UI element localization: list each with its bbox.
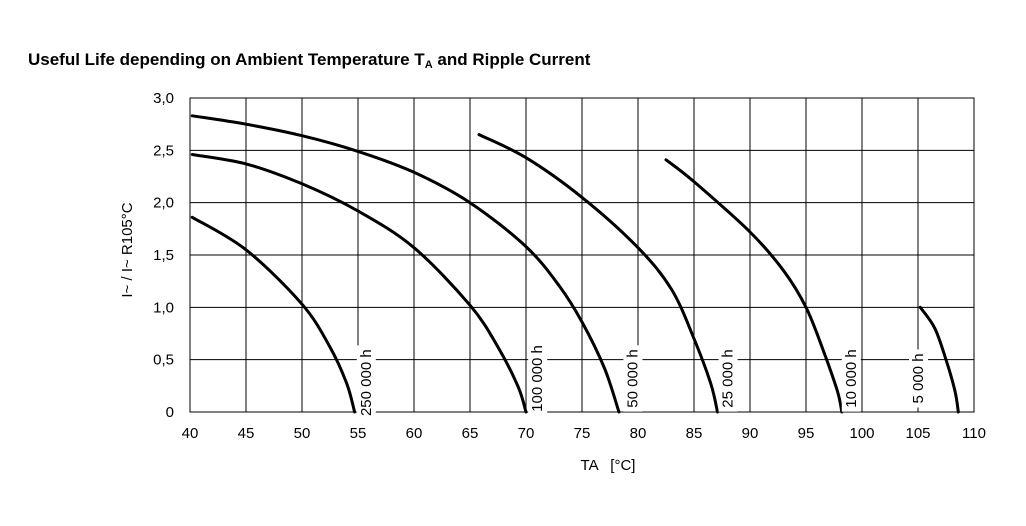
- x-tick-label: 50: [294, 425, 311, 442]
- chart-title: Useful Life depending on Ambient Tempera…: [28, 50, 590, 71]
- series-line: [190, 114, 621, 414]
- y-axis-label: I~ / I~ R105°C: [119, 202, 136, 297]
- series-label: 250 000 h: [358, 349, 375, 416]
- x-tick-label: 60: [406, 425, 423, 442]
- series-label-background: [623, 345, 643, 412]
- series-label-group: 10 000 h: [841, 345, 861, 412]
- y-tick-label: 3,0: [153, 90, 174, 107]
- chart-title-rest: and Ripple Current: [432, 50, 591, 69]
- series-label-group: 25 000 h: [718, 345, 738, 412]
- series-line: [477, 133, 719, 414]
- y-tick-label: 1,5: [153, 247, 174, 264]
- x-tick-label: 110: [962, 425, 986, 442]
- series-label-background: [909, 349, 928, 408]
- series-label-background: [356, 345, 376, 421]
- x-axis-label: TA [°C]: [581, 457, 636, 474]
- x-tick-label: 45: [238, 425, 255, 442]
- series-label-background: [528, 341, 548, 416]
- y-tick-label: 1,0: [153, 299, 174, 316]
- plot-frame: [189, 97, 975, 413]
- tick-labels: 40 45 50 55 60 65 70 75 80 85 90 95 100 105 110 0 0,5 1,0…: [153, 90, 986, 442]
- series-label-group: 100 000 h: [528, 341, 548, 416]
- series-line: [664, 158, 844, 414]
- x-tick-label: 80: [630, 425, 647, 442]
- y-tick-label: 0: [166, 404, 174, 421]
- x-tick-label: 85: [686, 425, 703, 442]
- x-tick-label: 55: [350, 425, 367, 442]
- series-label: 25 000 h: [720, 349, 737, 407]
- series-label-group: 250 000 h: [356, 345, 376, 421]
- x-tick-label: 70: [518, 425, 535, 442]
- chart-title-main: Useful Life depending on Ambient Tempera…: [28, 50, 425, 69]
- y-tick-label: 2,5: [153, 142, 174, 159]
- series-line: [190, 215, 357, 414]
- series-line: [190, 153, 528, 414]
- series-label-group: 50 000 h: [623, 345, 643, 412]
- y-tick-label: 2,0: [153, 195, 174, 212]
- series-label-group: 5 000 h: [909, 349, 928, 408]
- chart-title-subscript: A: [424, 59, 433, 71]
- series-line: [918, 305, 960, 414]
- x-tick-label: 65: [462, 425, 479, 442]
- x-tick-label: 100: [849, 425, 874, 442]
- series-label: 5 000 h: [910, 353, 927, 403]
- curves: 250 000 h 100 000 h 50 000 h 25 000 h 10 000…: [190, 114, 960, 421]
- series-label: 100 000 h: [529, 345, 546, 412]
- x-tick-label: 90: [742, 425, 759, 442]
- series-label: 10 000 h: [843, 349, 860, 407]
- x-tick-label: 95: [798, 425, 815, 442]
- x-tick-label: 105: [905, 425, 930, 442]
- series-label: 50 000 h: [624, 349, 641, 407]
- series-label-background: [718, 345, 738, 412]
- y-tick-label: 0,5: [153, 352, 174, 369]
- x-tick-label: 40: [182, 425, 199, 442]
- series-label-background: [841, 345, 861, 412]
- x-tick-label: 75: [574, 425, 591, 442]
